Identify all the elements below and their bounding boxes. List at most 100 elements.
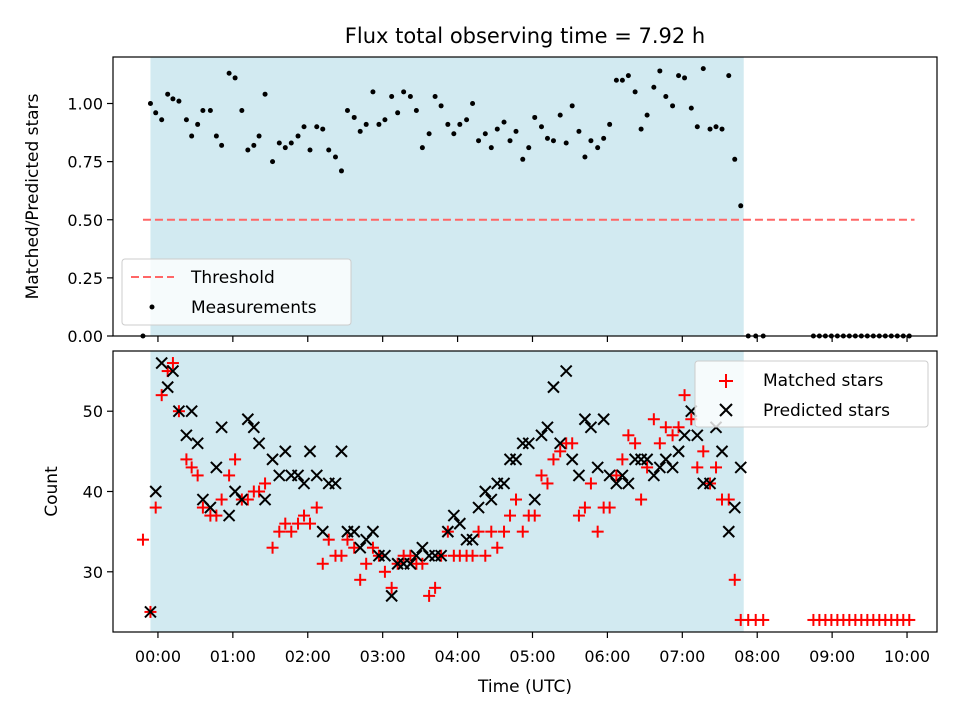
matched-point bbox=[466, 549, 479, 562]
predicted-point bbox=[222, 509, 236, 522]
predicted-point bbox=[728, 501, 741, 514]
ratio-y-tick-label: 0.50 bbox=[67, 211, 103, 230]
ratio-series-measurements bbox=[140, 66, 912, 339]
measurement-point bbox=[632, 89, 638, 95]
measurement-point bbox=[520, 156, 526, 162]
predicted-point bbox=[247, 421, 261, 434]
x-tick-label: 06:00 bbox=[584, 647, 630, 666]
measurement-point bbox=[382, 117, 388, 123]
x-tick-label: 10:00 bbox=[884, 647, 930, 666]
matched-point bbox=[292, 517, 305, 530]
measurement-point bbox=[332, 154, 338, 160]
x-tick-label: 01:00 bbox=[210, 647, 256, 666]
predicted-point bbox=[666, 461, 679, 474]
predicted-point bbox=[297, 477, 311, 490]
measurement-point bbox=[295, 133, 301, 139]
measurement-point bbox=[183, 117, 189, 123]
measurement-point bbox=[619, 77, 625, 83]
measurement-point bbox=[314, 124, 320, 130]
ratio-y-tick-label: 0.00 bbox=[67, 327, 103, 346]
measurement-point bbox=[526, 145, 532, 151]
count-legend-box bbox=[694, 360, 929, 428]
predicted-point bbox=[715, 445, 729, 458]
measurement-point bbox=[557, 112, 563, 118]
predicted-point bbox=[547, 380, 560, 394]
predicted-point bbox=[155, 356, 168, 370]
measurement-point bbox=[601, 135, 607, 141]
predicted-point bbox=[453, 517, 467, 530]
measurement-point bbox=[147, 101, 153, 106]
matched-point bbox=[354, 573, 367, 586]
measurement-point bbox=[700, 66, 706, 72]
x-tick-label: 05:00 bbox=[509, 647, 555, 666]
predicted-point bbox=[353, 541, 367, 554]
matched-point bbox=[155, 389, 168, 402]
matched-point bbox=[510, 493, 523, 506]
predicted-point bbox=[678, 429, 691, 442]
matched-point bbox=[416, 557, 429, 570]
count-plot-area: 30 40 50 00:00 01:00 02:00 03:00 04:00 05:00 06:0… bbox=[83, 350, 938, 666]
x-tick-label: 04:00 bbox=[435, 647, 481, 666]
predicted-point bbox=[528, 493, 541, 506]
predicted-point bbox=[640, 453, 654, 466]
predicted-point bbox=[144, 605, 157, 619]
matched-point bbox=[304, 517, 317, 530]
measurement-point bbox=[344, 107, 350, 113]
ratio-panel: 0.00 0.25 0.50 0.75 1.00 Matched/Predicted s… bbox=[23, 56, 938, 346]
matched-point bbox=[385, 581, 398, 594]
predicted-point bbox=[703, 477, 717, 490]
matched-point bbox=[273, 525, 286, 538]
matched-point bbox=[180, 453, 193, 466]
predicted-point bbox=[291, 469, 305, 482]
matched-point bbox=[423, 589, 436, 602]
matched-point bbox=[554, 445, 567, 458]
matched-point bbox=[335, 549, 348, 562]
measurement-point bbox=[670, 103, 676, 109]
measurement-point bbox=[470, 101, 476, 106]
predicted-point bbox=[252, 437, 266, 450]
measurement-point bbox=[389, 94, 395, 100]
matched-point bbox=[629, 437, 642, 450]
matched-point bbox=[653, 437, 666, 450]
measurement-point bbox=[165, 91, 171, 97]
measurement-point bbox=[170, 96, 176, 102]
matched-point bbox=[223, 469, 236, 482]
chart-title: Flux total observing time = 7.92 h bbox=[345, 24, 705, 48]
predicted-point bbox=[273, 469, 286, 482]
matched-point bbox=[722, 493, 735, 506]
measurement-point bbox=[376, 121, 382, 127]
measurement-point bbox=[663, 94, 669, 100]
matched-point bbox=[498, 525, 511, 538]
measurement-point bbox=[276, 140, 282, 146]
measurement-point bbox=[200, 107, 206, 113]
predicted-point bbox=[584, 421, 598, 434]
measurement-point bbox=[326, 147, 332, 153]
matched-point bbox=[166, 357, 179, 370]
predicted-point bbox=[447, 509, 461, 522]
measurement-point bbox=[625, 73, 631, 79]
matched-point bbox=[622, 429, 635, 442]
x-tick-label: 03:00 bbox=[360, 647, 406, 666]
measurement-point bbox=[732, 156, 738, 162]
predicted-point bbox=[691, 429, 704, 442]
measurement-point bbox=[613, 77, 619, 83]
ratio-y-tick-label: 0.25 bbox=[67, 269, 103, 288]
matched-point bbox=[541, 477, 554, 490]
matched-point bbox=[578, 501, 591, 514]
count-series-matched-stars bbox=[136, 357, 916, 626]
ratio-y-axis-label: Matched/Predicted stars bbox=[23, 93, 43, 299]
predicted-point bbox=[161, 380, 174, 394]
predicted-point bbox=[191, 437, 204, 450]
measurement-point bbox=[569, 103, 575, 109]
matched-point bbox=[196, 501, 209, 514]
measurement-point bbox=[507, 138, 513, 144]
predicted-point bbox=[578, 413, 592, 426]
predicted-point bbox=[535, 429, 548, 442]
predicted-legend-label: Predicted stars bbox=[763, 401, 890, 421]
measurement-point bbox=[395, 110, 401, 116]
measurement-point bbox=[401, 89, 407, 95]
measurement-point bbox=[588, 138, 594, 144]
matched-point bbox=[472, 525, 485, 538]
predicted-point bbox=[335, 445, 348, 458]
